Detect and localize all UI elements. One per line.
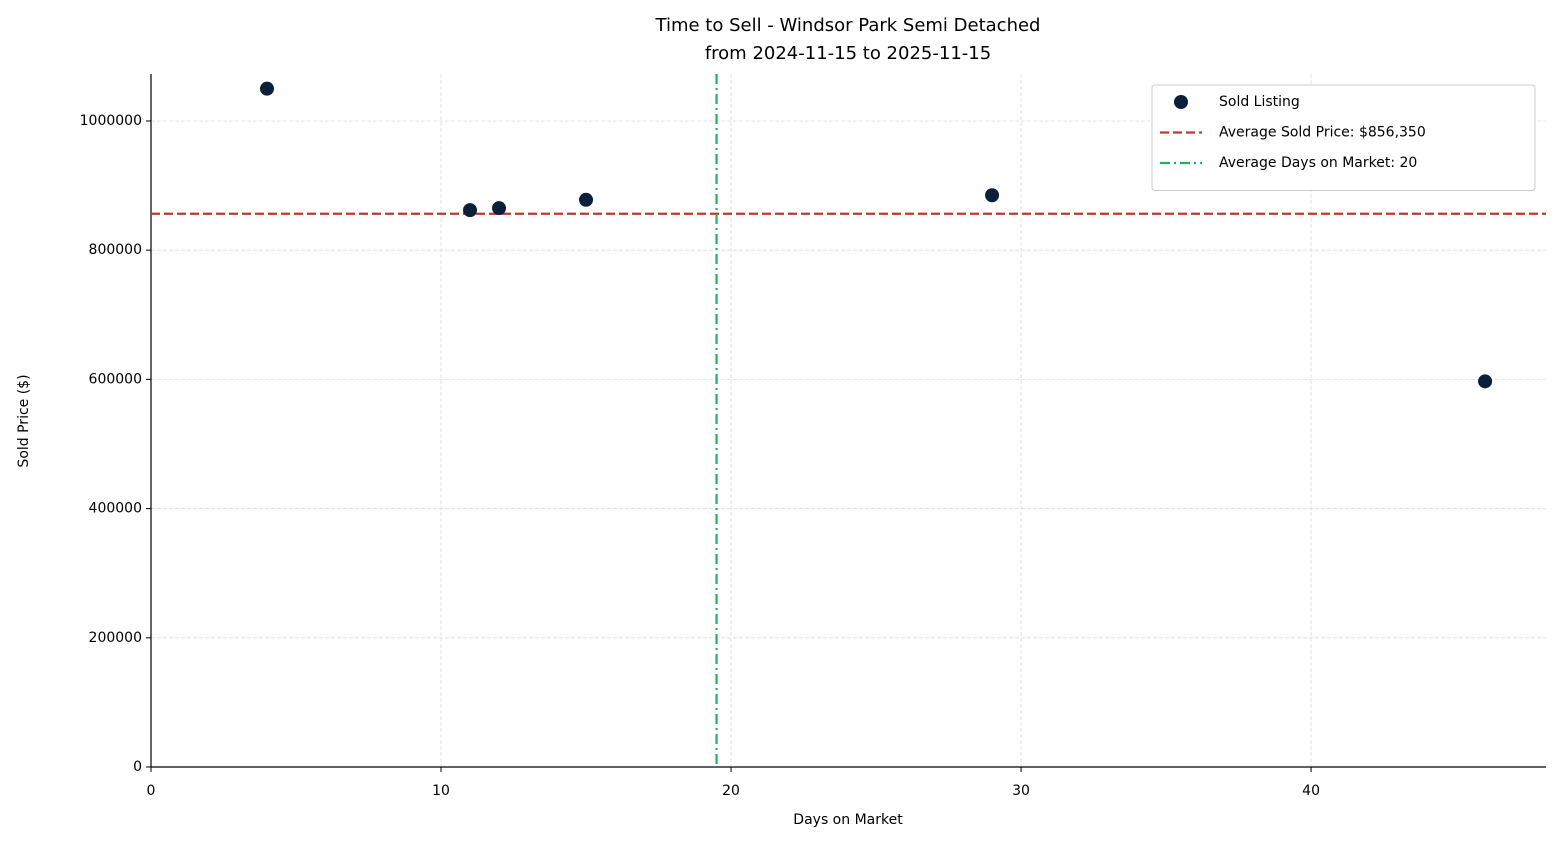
- y-tick-label: 400000: [89, 501, 142, 517]
- point: [492, 201, 507, 216]
- x-axis-label: Days on Market: [793, 812, 903, 828]
- legend-marker: [1174, 95, 1188, 109]
- legend-label: Average Sold Price: $856,350: [1219, 125, 1426, 141]
- chart-subtitle: from 2024-11-15 to 2025-11-15: [705, 43, 991, 64]
- x-tick-label: 0: [147, 783, 156, 799]
- x-tick-label: 20: [722, 783, 740, 799]
- legend-box: [1151, 84, 1536, 191]
- x-tick-label: 30: [1012, 783, 1030, 799]
- y-tick-label: 800000: [89, 242, 142, 258]
- point: [1478, 374, 1493, 389]
- x-tick-label: 10: [432, 783, 450, 799]
- x-tick-label: 40: [1302, 783, 1320, 799]
- y-tick-label: 1000000: [80, 113, 142, 129]
- y-tick-label: 0: [133, 759, 142, 775]
- y-tick-label: 200000: [89, 630, 142, 646]
- y-tick-label: 600000: [89, 371, 142, 387]
- chart-title: Time to Sell - Windsor Park Semi Detache…: [655, 15, 1041, 36]
- point: [260, 81, 275, 96]
- legend-label: Sold Listing: [1219, 94, 1300, 110]
- y-axis-label: Sold Price ($): [16, 374, 32, 467]
- point: [463, 203, 478, 218]
- legend-label: Average Days on Market: 20: [1219, 155, 1417, 171]
- point: [985, 188, 1000, 203]
- point: [579, 192, 594, 207]
